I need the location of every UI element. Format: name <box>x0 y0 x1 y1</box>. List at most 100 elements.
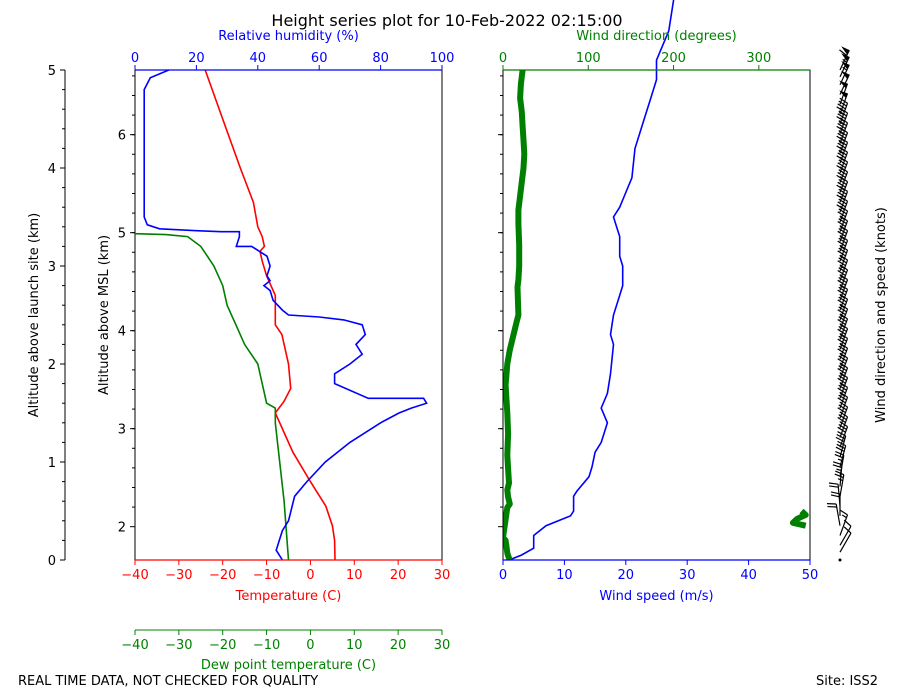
barb-full <box>836 204 845 211</box>
barb-full <box>838 345 847 352</box>
barb-full <box>838 188 847 195</box>
barb-full <box>837 299 846 306</box>
agl-tick-label: 4 <box>48 162 56 177</box>
barb-full <box>838 355 847 362</box>
wind-speed-tick-label: 30 <box>679 568 696 583</box>
barb-full <box>837 240 846 247</box>
barb-full <box>838 286 847 293</box>
barb-half <box>839 294 845 299</box>
barb-half <box>839 343 845 348</box>
barb-half <box>839 245 845 250</box>
barb-full <box>837 113 846 120</box>
barb-staff <box>839 259 849 281</box>
temperature-tick-label: 20 <box>390 568 407 583</box>
temperature-tick-label: −10 <box>253 568 280 583</box>
barb-half <box>839 255 845 260</box>
wind-barb <box>837 264 849 291</box>
wind-barb <box>837 362 849 389</box>
barb-full <box>837 319 846 325</box>
barb-full <box>838 306 847 313</box>
barb-full <box>828 482 839 485</box>
barb-full <box>837 270 846 276</box>
barb-full <box>835 470 845 476</box>
barb-full <box>838 237 847 244</box>
temperature-tick-label: −40 <box>121 568 148 583</box>
barb-full <box>838 257 847 264</box>
wind-direction-axis-label: Wind direction (degrees) <box>576 29 736 44</box>
barb-full <box>837 132 846 139</box>
barb-full <box>837 172 846 178</box>
barb-half <box>839 265 845 269</box>
barb-staff <box>839 220 849 242</box>
barb-full <box>837 191 846 198</box>
dewpoint-tick-label: 0 <box>306 638 314 653</box>
barb-full <box>838 208 847 215</box>
temperature-tick-label: 30 <box>434 568 451 583</box>
barb-staff <box>839 191 849 213</box>
barb-full <box>837 260 846 267</box>
barb-flag <box>841 53 850 62</box>
barb-staff <box>839 367 849 389</box>
barb-half <box>838 150 844 155</box>
wind-direction-tick-label: 0 <box>499 51 507 66</box>
figure-title: Height series plot for 10-Feb-2022 02:15… <box>271 11 622 30</box>
barb-staff <box>839 161 849 183</box>
barb-staff <box>839 406 849 428</box>
temperature-tick-label: −30 <box>165 568 192 583</box>
humidity-tick-label: 40 <box>250 51 267 66</box>
barb-full <box>836 184 845 191</box>
barb-staff <box>839 348 849 370</box>
barb-full <box>838 247 847 254</box>
barb-full <box>838 384 847 391</box>
dewpoint-tick-label: −30 <box>165 638 192 653</box>
barb-full <box>837 348 846 355</box>
barb-full <box>837 417 846 423</box>
barb-full <box>834 453 844 459</box>
barb-half <box>839 314 845 318</box>
wind-barb <box>837 323 849 350</box>
barb-full <box>838 178 847 185</box>
agl-tick-label: 3 <box>48 260 56 275</box>
wind-speed-axis-label: Wind speed (m/s) <box>599 589 713 604</box>
humidity-axis-label: Relative humidity (%) <box>218 29 359 44</box>
barb-full <box>837 230 846 237</box>
barb-staff <box>839 474 845 497</box>
barb-full <box>830 494 841 498</box>
barb-full <box>839 49 848 56</box>
temperature-tick-label: 10 <box>346 568 363 583</box>
barb-half <box>839 235 845 240</box>
barb-staff <box>839 454 845 477</box>
humidity-tick-label: 20 <box>188 51 205 66</box>
barb-half <box>839 373 845 377</box>
wind-barb <box>839 526 852 553</box>
wind-direction-tick-label: 300 <box>746 51 771 66</box>
barb-full <box>836 165 845 171</box>
dewpoint-tick-label: 10 <box>346 638 363 653</box>
barb-staff <box>839 416 849 438</box>
barb-staff <box>839 181 849 203</box>
dewpoint-tick-label: 20 <box>390 638 407 653</box>
barb-full <box>837 123 846 129</box>
agl-tick-label: 2 <box>48 358 56 373</box>
agl-tick-label: 1 <box>48 456 56 471</box>
wind-barb <box>839 46 850 71</box>
barb-full <box>838 423 847 430</box>
barb-full <box>837 358 846 365</box>
barb-full <box>838 296 847 303</box>
barb-staff <box>839 201 849 223</box>
agl-tick-label: 5 <box>48 64 56 79</box>
barb-half <box>842 66 848 71</box>
thermo-axes-group: 0 1 2 3 4 5 Altitude above launch site (km) 2 3 4… <box>27 29 454 673</box>
barb-staff <box>839 279 849 301</box>
msl-axis-label: Altitude above MSL (km) <box>97 235 112 395</box>
barb-full <box>836 174 845 181</box>
barb-full <box>838 100 847 107</box>
barb-full <box>838 276 847 283</box>
barb-full <box>837 103 846 110</box>
barb-staff <box>839 338 849 360</box>
wind-barb <box>828 482 841 507</box>
barb-flag <box>841 46 850 55</box>
wind-barb <box>839 509 849 536</box>
barb-half <box>838 130 844 135</box>
